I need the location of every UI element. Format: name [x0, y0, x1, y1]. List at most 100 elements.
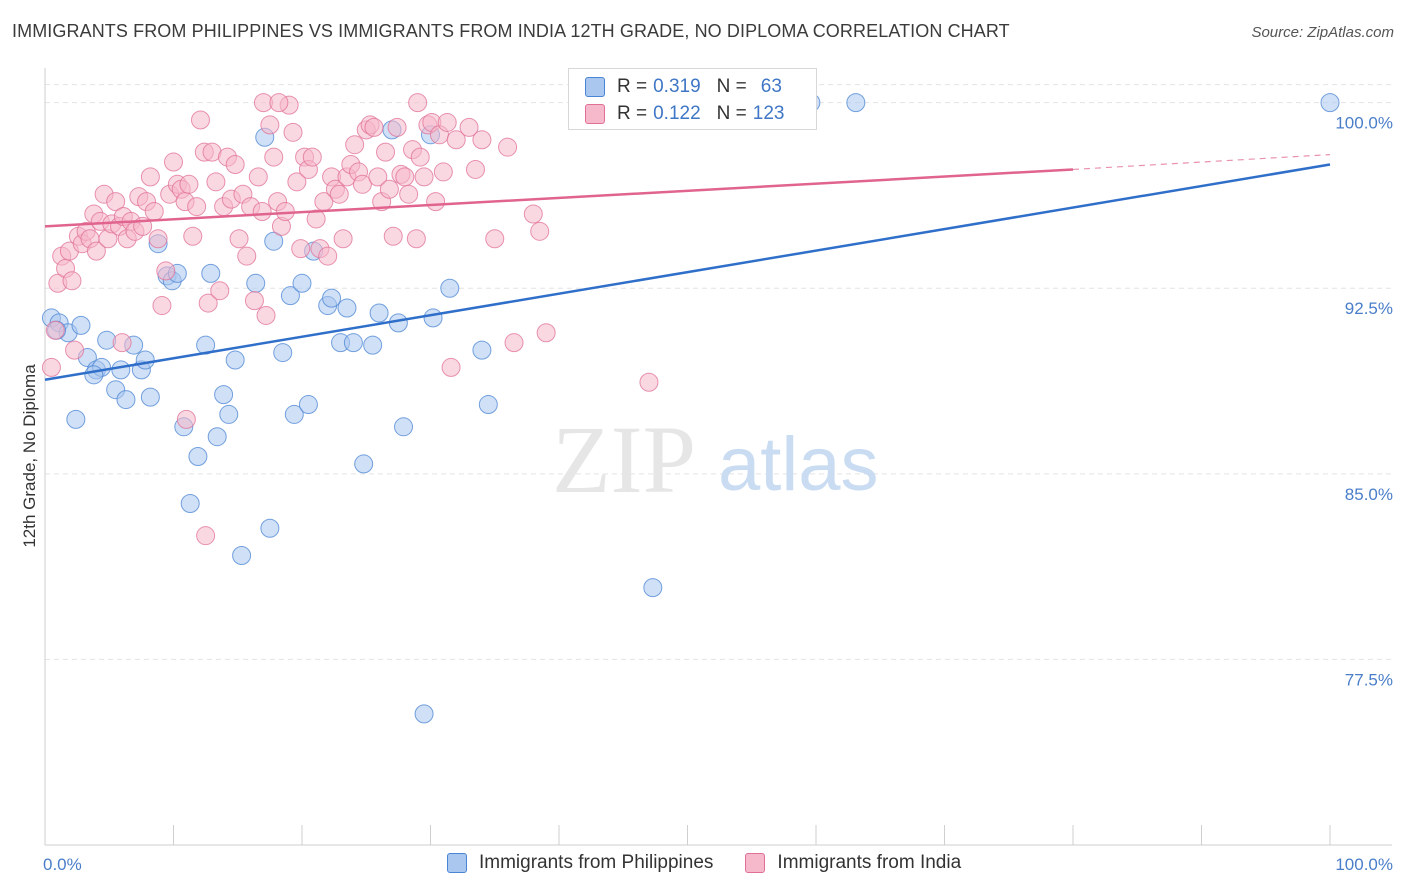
- point-india: [345, 135, 365, 155]
- point-india: [368, 167, 388, 187]
- point-india: [244, 291, 264, 311]
- legend-item-philippines: Immigrants from Philippines: [447, 852, 713, 874]
- point-india: [287, 172, 307, 192]
- point-india: [498, 137, 518, 157]
- point-india: [333, 229, 353, 249]
- series-legend: Immigrants from Philippines Immigrants f…: [447, 852, 993, 874]
- source-note: Source: ZipAtlas.com: [1251, 24, 1394, 41]
- legend-label-philippines: Immigrants from Philippines: [479, 852, 714, 873]
- point-india: [45, 320, 65, 340]
- point-india: [206, 172, 226, 192]
- point-india: [196, 526, 216, 546]
- point-india: [112, 333, 132, 353]
- point-philippines: [273, 343, 293, 363]
- point-india: [408, 93, 428, 113]
- watermark-atlas: atlas: [718, 422, 879, 507]
- point-india: [318, 246, 338, 266]
- point-india: [210, 281, 230, 301]
- point-india: [352, 174, 372, 194]
- point-india: [302, 147, 322, 167]
- point-india: [237, 246, 257, 266]
- point-india: [62, 271, 82, 291]
- legend-swatch-philippines: [585, 77, 605, 97]
- point-india: [376, 142, 396, 162]
- point-india: [406, 229, 426, 249]
- point-philippines: [207, 427, 227, 447]
- point-india: [148, 229, 168, 249]
- point-india: [399, 184, 419, 204]
- point-philippines: [292, 273, 312, 293]
- legend-n-value: 63: [760, 76, 782, 97]
- correlation-legend: R = 0.319 N = 63 R = 0.122 N = 123: [568, 68, 817, 130]
- x-tick-label-min: 0.0%: [43, 855, 82, 874]
- point-india: [283, 122, 303, 142]
- legend-n-label: N =: [716, 76, 747, 97]
- point-india: [639, 372, 659, 392]
- point-india: [530, 221, 550, 241]
- trend-line-india-extension: [1072, 154, 1331, 171]
- point-philippines: [140, 387, 160, 407]
- point-india: [504, 333, 524, 353]
- x-tick-labels: 0.0% 100.0%: [43, 855, 1393, 874]
- point-philippines: [260, 518, 280, 538]
- point-india: [152, 296, 172, 316]
- y-tick-labels: 77.5% 85.0% 92.5% 100.0%: [1335, 114, 1393, 690]
- axes: [44, 68, 1392, 846]
- point-india: [187, 197, 207, 217]
- watermark: ZIP atlas: [552, 406, 879, 513]
- point-india: [387, 117, 407, 137]
- legend-n-value: 123: [752, 103, 785, 124]
- legend-swatch-philippines: [447, 853, 467, 873]
- legend-r-value: 0.122: [653, 103, 701, 124]
- point-philippines: [135, 350, 155, 370]
- legend-swatch-india: [745, 853, 766, 873]
- point-india: [441, 357, 461, 377]
- point-philippines: [280, 286, 300, 306]
- point-india: [465, 159, 485, 179]
- point-philippines: [414, 704, 434, 724]
- point-india: [225, 155, 245, 175]
- point-philippines: [322, 288, 342, 308]
- point-philippines: [643, 578, 663, 598]
- y-axis-title: 12th Grade, No Diploma: [20, 364, 39, 548]
- point-india: [291, 239, 311, 259]
- point-india: [176, 409, 196, 429]
- point-philippines: [284, 404, 304, 424]
- point-india: [164, 152, 183, 172]
- point-philippines: [363, 335, 383, 355]
- point-india: [437, 112, 457, 132]
- trend-line-india: [44, 168, 1074, 228]
- point-india: [410, 147, 430, 167]
- point-india: [426, 192, 446, 212]
- point-philippines: [246, 273, 266, 293]
- point-india: [459, 117, 479, 137]
- point-philippines: [111, 360, 131, 380]
- point-india: [395, 167, 415, 187]
- point-india: [256, 305, 276, 325]
- point-india: [198, 293, 218, 313]
- point-philippines: [66, 409, 86, 429]
- point-india: [523, 204, 543, 224]
- point-india: [179, 174, 199, 194]
- point-india: [329, 184, 349, 204]
- point-india: [140, 167, 160, 187]
- point-philippines: [219, 404, 239, 424]
- point-india: [446, 130, 466, 150]
- point-india: [156, 261, 176, 281]
- point-philippines: [1320, 93, 1340, 113]
- point-india: [414, 167, 434, 187]
- point-philippines: [232, 545, 252, 565]
- y-tick-label: 85.0%: [1345, 485, 1393, 504]
- point-india: [229, 229, 249, 249]
- legend-swatch-india: [585, 104, 605, 124]
- legend-r-label: R =: [617, 76, 648, 97]
- point-india: [383, 226, 403, 246]
- point-philippines: [214, 385, 234, 405]
- point-philippines: [84, 365, 104, 385]
- legend-r-value: 0.319: [653, 76, 701, 97]
- point-philippines: [343, 333, 363, 353]
- point-india: [306, 209, 326, 229]
- point-india: [264, 147, 284, 167]
- point-india: [269, 93, 289, 113]
